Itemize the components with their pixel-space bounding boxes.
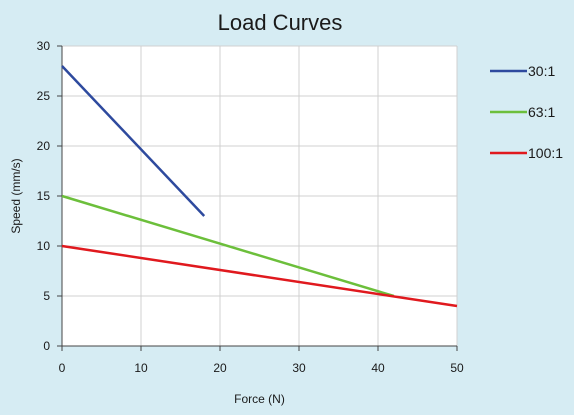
y-tick-label: 25 [37, 89, 51, 103]
x-tick-label: 30 [292, 361, 306, 375]
x-tick-label: 50 [450, 361, 464, 375]
chart-title: Load Curves [218, 10, 343, 35]
legend-label: 63:1 [528, 104, 555, 120]
legend: 30:1 63:1 100:1 [490, 63, 563, 161]
y-tick-label: 0 [43, 339, 50, 353]
y-tick-label: 30 [37, 39, 51, 53]
legend-label: 30:1 [528, 63, 555, 79]
x-tick-label: 40 [371, 361, 385, 375]
x-tick-label: 20 [213, 361, 227, 375]
x-tick-label: 0 [59, 361, 66, 375]
y-tick-label: 10 [37, 239, 51, 253]
series-lines [61, 65, 458, 308]
y-axis-label: Speed (mm/s) [9, 158, 23, 233]
y-tick-label: 20 [37, 139, 51, 153]
y-tick-label: 5 [43, 289, 50, 303]
grid [62, 45, 458, 346]
x-tick-label: 10 [134, 361, 148, 375]
series-line-63-1 [61, 194, 395, 298]
legend-label: 100:1 [528, 145, 563, 161]
axes: 0 10 20 30 40 50 0 5 10 15 20 25 30 [37, 39, 464, 375]
x-axis-label: Force (N) [234, 392, 285, 406]
series-line-100-1 [61, 244, 458, 308]
series-line-30-1 [61, 65, 206, 217]
y-tick-label: 15 [37, 189, 51, 203]
